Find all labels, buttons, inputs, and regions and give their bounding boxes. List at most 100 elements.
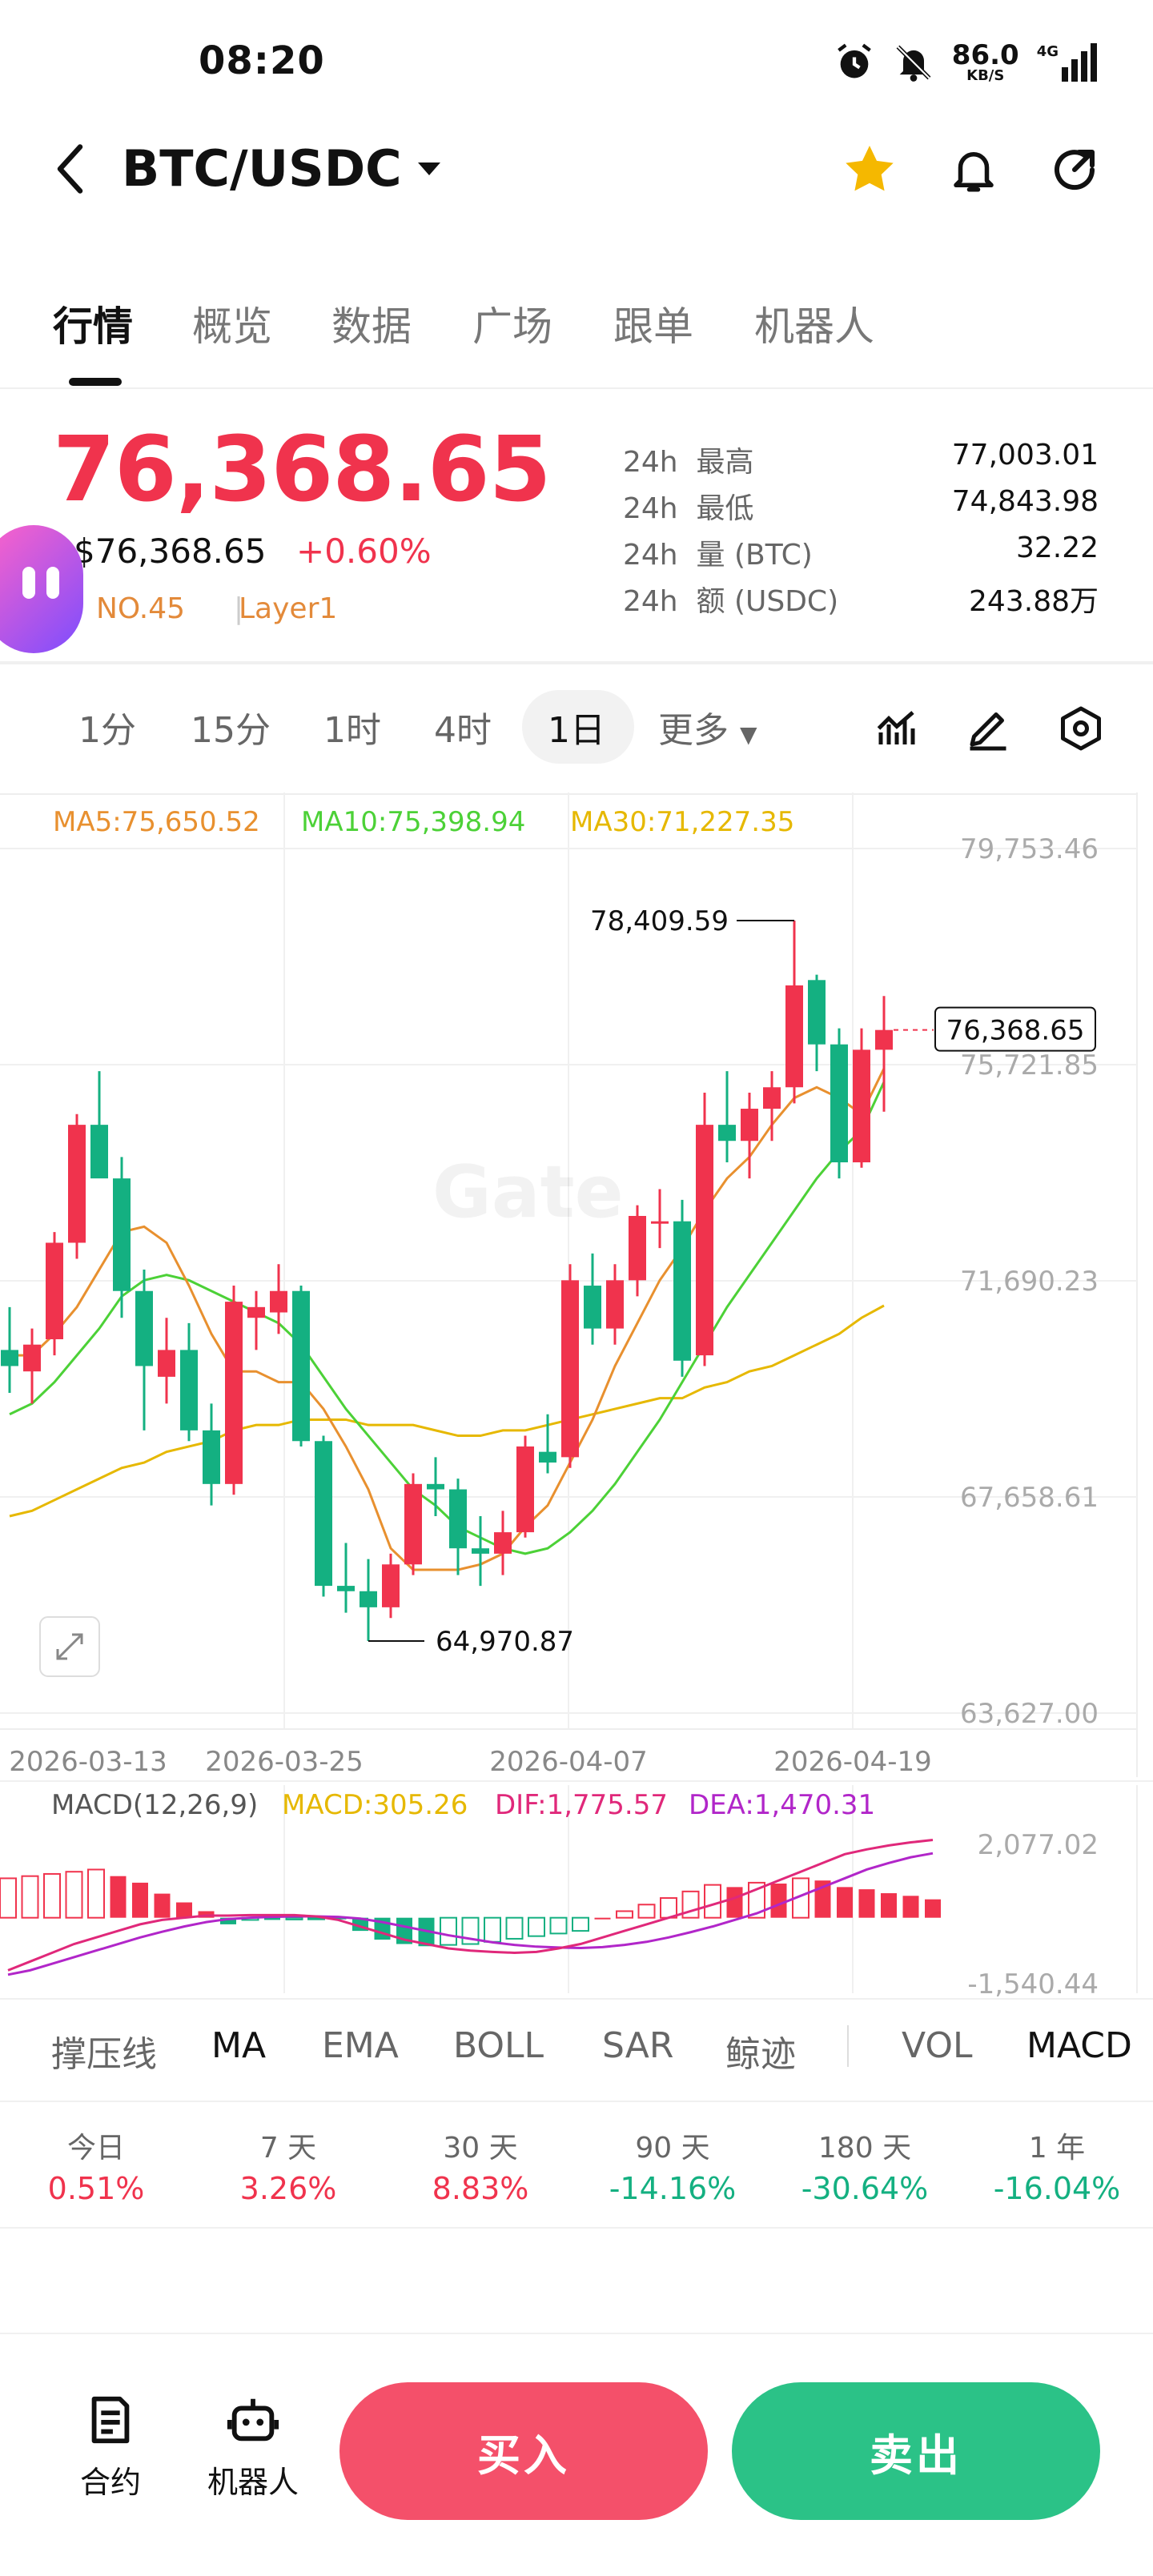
candle-body — [90, 1125, 108, 1179]
macd-bar — [704, 1884, 721, 1919]
timeframe-active-pill — [522, 690, 634, 764]
macd-bar — [837, 1887, 853, 1918]
settings-hexagon-icon[interactable] — [1057, 704, 1105, 752]
macd-bar — [154, 1893, 171, 1918]
candle-body — [539, 1451, 556, 1463]
tab-overview[interactable]: 概览 — [192, 303, 272, 350]
sell-button[interactable]: 卖出 — [732, 2382, 1100, 2520]
last-price-tag-label: 76,368.65 — [946, 1015, 1084, 1047]
timeframe-15m[interactable]: 15分 — [191, 710, 271, 751]
tab-underline — [69, 378, 122, 386]
macd-bar — [770, 1883, 787, 1918]
indicator-vol[interactable]: VOL — [902, 2025, 973, 2066]
stat-low-value: 74,843.98 — [951, 485, 1099, 518]
macd-legend-label: MACD(12,26,9) — [51, 1789, 258, 1821]
y-tick-label: 79,753.46 — [960, 833, 1099, 865]
performance-change-value: 8.83% — [432, 2171, 529, 2206]
macd-bar — [858, 1889, 875, 1918]
tab-square[interactable]: 广场 — [472, 303, 552, 350]
candle-body — [46, 1242, 63, 1340]
tab-copy-trade[interactable]: 跟单 — [613, 303, 693, 350]
assistant-bubble-icon[interactable] — [0, 525, 83, 653]
macd-bar — [616, 1910, 633, 1919]
candle-body — [561, 1280, 579, 1458]
candle-body — [337, 1586, 355, 1591]
tab-data[interactable]: 数据 — [331, 303, 412, 350]
candle-body — [763, 1087, 781, 1109]
pair-title[interactable]: BTC/USDC — [122, 139, 402, 198]
category-tag[interactable]: Layer1 — [239, 592, 338, 625]
back-icon[interactable] — [48, 141, 96, 206]
bell-icon[interactable] — [942, 138, 1006, 202]
candle-body — [225, 1302, 243, 1484]
indicator-ma[interactable]: MA — [211, 2025, 267, 2066]
chart-type-icon[interactable] — [873, 704, 921, 752]
y-tick-label: 71,690.23 — [960, 1266, 1099, 1298]
macd-y-tick: -1,540.44 — [967, 1968, 1099, 2000]
y-tick-label: 75,721.85 — [960, 1049, 1099, 1081]
indicator-boll[interactable]: BOLL — [453, 2025, 544, 2066]
performance-change-value: 0.51% — [47, 2171, 145, 2206]
robot-label: 机器人 — [207, 2465, 299, 2500]
candlestick-chart[interactable]: 79,753.46 75,721.85 71,690.23 67,658.61 63,6… — [0, 792, 1153, 1777]
draw-pencil-icon[interactable] — [964, 704, 1012, 752]
candle-body — [158, 1350, 175, 1377]
macd-bar — [65, 1871, 83, 1919]
share-icon[interactable] — [1043, 138, 1107, 202]
performance-period-label: 180 天 — [818, 2132, 912, 2165]
indicator-ema[interactable]: EMA — [322, 2025, 399, 2066]
contract-label: 合约 — [79, 2465, 141, 2500]
dropdown-caret-icon[interactable] — [416, 157, 442, 185]
x-tick-label: 2026-04-07 — [489, 1746, 648, 1777]
macd-bar — [528, 1916, 545, 1937]
indicator-separator — [847, 2025, 849, 2067]
candle-body — [472, 1548, 489, 1554]
star-icon[interactable] — [838, 138, 902, 202]
timeframe-1h[interactable]: 1时 — [323, 710, 381, 751]
contract-button[interactable]: 合约 — [54, 2392, 167, 2502]
candle-body — [360, 1591, 377, 1607]
candle-body — [315, 1441, 332, 1587]
indicator-whale[interactable]: 鲸迹 — [725, 2034, 796, 2075]
indicator-macd[interactable]: MACD — [1026, 2025, 1132, 2066]
candle-body — [1, 1350, 18, 1366]
y-tick-label: 67,658.61 — [960, 1482, 1099, 1514]
ma30-line — [9, 1304, 885, 1518]
indicator-row — [0, 2008, 1153, 2088]
rank-tag[interactable]: NO.45 — [96, 592, 186, 625]
timeframe-1d[interactable]: 1日 — [548, 710, 605, 751]
candle-body — [853, 1049, 870, 1163]
macd-bar — [330, 1917, 347, 1920]
divider — [0, 387, 1153, 389]
ma-legend-label: MA10:75,398.94 — [301, 806, 525, 838]
candle-body — [203, 1430, 220, 1484]
candle-body — [629, 1215, 646, 1281]
candle-body — [696, 1125, 713, 1356]
timeframe-more[interactable]: 更多 ▼ — [658, 710, 757, 751]
macd-chart[interactable]: MACD(12,26,9) MACD:305.26 DIF:1,775.57 DEA:… — [0, 1785, 1153, 2001]
tab-market[interactable]: 行情 — [53, 303, 133, 350]
macd-bar — [505, 1916, 524, 1940]
candle-body — [875, 1029, 893, 1050]
tab-robot[interactable]: 机器人 — [754, 303, 874, 350]
indicator-support-resistance[interactable]: 撑压线 — [51, 2034, 157, 2075]
timeframe-4h[interactable]: 4时 — [434, 710, 492, 751]
stat-turnover-label: 24h 额 (USDC) — [623, 585, 839, 618]
last-price: 76,368.65 — [53, 418, 552, 522]
indicator-sar[interactable]: SAR — [602, 2025, 674, 2066]
timeframe-1m[interactable]: 1分 — [78, 710, 136, 751]
buy-button[interactable]: 买入 — [339, 2382, 708, 2520]
robot-button[interactable]: 机器人 — [197, 2392, 309, 2502]
expand-icon[interactable] — [39, 1616, 100, 1677]
candle-body — [651, 1221, 669, 1224]
tag-separator: | — [234, 592, 244, 625]
candle-body — [135, 1290, 153, 1366]
candle-body — [494, 1532, 512, 1554]
candle-body — [785, 985, 803, 1088]
performance-period-label: 90 天 — [635, 2132, 710, 2165]
y-tick-label: 63,627.00 — [960, 1698, 1099, 1730]
expand-icon-arrow — [56, 1633, 83, 1660]
mute-icon — [896, 45, 931, 82]
macd-legend-label: DIF:1,775.57 — [495, 1789, 668, 1821]
fiat-price: $76,368.65 — [74, 532, 267, 571]
